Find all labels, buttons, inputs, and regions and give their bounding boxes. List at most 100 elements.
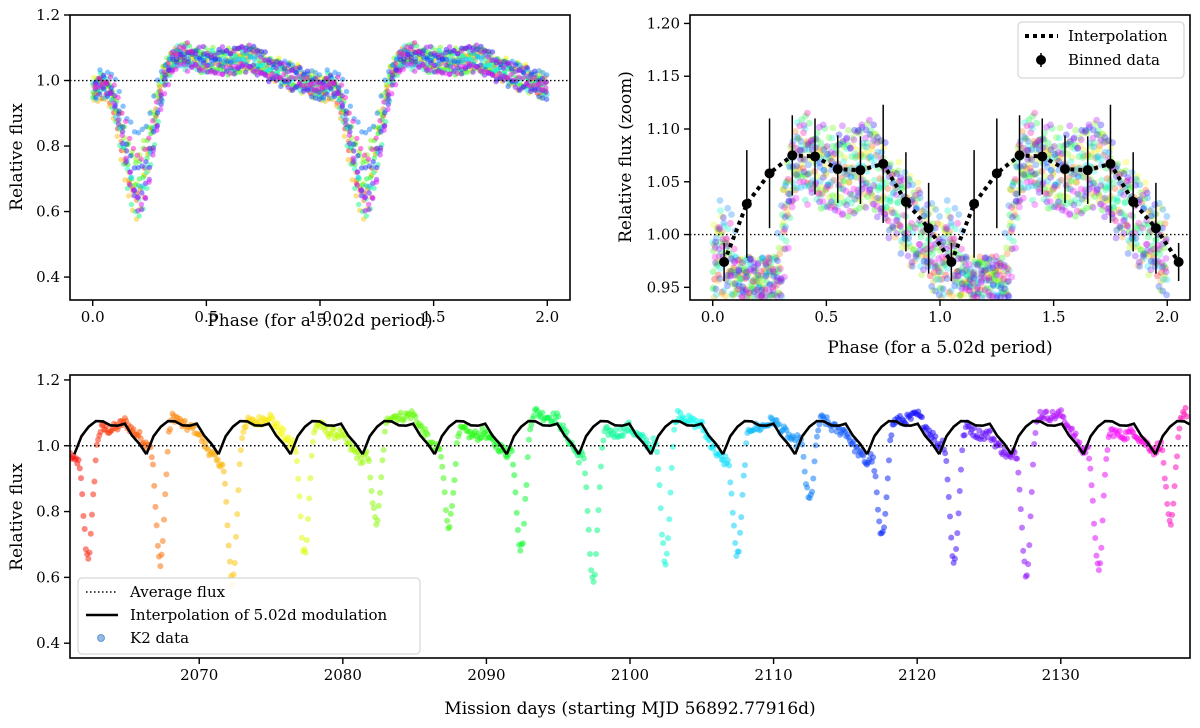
zoom-data-point (960, 278, 968, 286)
zoom-data-point (769, 268, 777, 276)
zoom-data-point (737, 259, 745, 267)
zoom-data-point (993, 294, 1001, 300)
zoom-data-point (922, 214, 930, 222)
zoom-data-point (756, 280, 764, 288)
zoom-data-point (1006, 222, 1014, 230)
zoom-data-point (993, 292, 1001, 300)
zoom-data-point (736, 275, 744, 283)
zoom-data-point (884, 216, 891, 224)
zoom-data-point (1081, 186, 1089, 194)
k2-data-point (743, 440, 750, 447)
zoom-data-point (905, 234, 912, 242)
k2-data-point (148, 454, 155, 461)
zoom-data-point (867, 126, 875, 134)
folded-data-point (363, 213, 370, 219)
k2-data-point (294, 458, 301, 465)
zoom-data-point (995, 262, 1003, 270)
folded-data-point (334, 74, 341, 80)
zoom-data-point (904, 252, 912, 260)
folded-data-point (496, 71, 503, 77)
k2-data-point (942, 450, 949, 457)
zoom-data-point (940, 262, 948, 270)
zoom-data-point (916, 241, 924, 248)
folded-data-point (138, 206, 145, 213)
k2-data-point (158, 551, 165, 558)
zoom-data-point (937, 221, 945, 229)
folded-data-point (154, 77, 161, 83)
folded-data-point (439, 52, 445, 59)
zoom-data-point (1099, 131, 1107, 138)
folded-data-point (115, 121, 122, 127)
zoom-data-point (865, 188, 873, 196)
zoom-data-point (895, 221, 903, 228)
k2-data-point (918, 414, 925, 421)
k2-data-point (76, 465, 83, 472)
zoom-data-point (777, 276, 785, 283)
panel-a-ytick-label: 1.2 (36, 6, 60, 24)
zoom-data-point (1008, 273, 1016, 281)
zoom-data-point (948, 222, 955, 230)
zoom-data-point (766, 280, 774, 288)
legend-binned-label: Binned data (1068, 51, 1160, 69)
k2-data-point (451, 477, 458, 484)
zoom-data-point (1148, 212, 1156, 220)
folded-data-point (134, 152, 141, 158)
zoom-data-point (914, 250, 922, 258)
zoom-data-point (743, 273, 751, 281)
zoom-data-point (1041, 172, 1049, 180)
k2-data-point (582, 470, 589, 477)
k2-data-point (521, 520, 528, 527)
zoom-data-point (990, 282, 997, 290)
zoom-data-point (922, 259, 930, 267)
interpolation-curve-segment (577, 419, 653, 455)
zoom-data-point (773, 292, 781, 300)
zoom-data-point (867, 153, 874, 161)
zoom-data-point (712, 238, 720, 246)
zoom-data-point (989, 261, 997, 269)
k2-data-point (1091, 520, 1098, 527)
folded-data-point (427, 43, 434, 50)
k2-data-point (733, 553, 740, 560)
folded-data-point (316, 72, 323, 78)
zoom-data-point (1149, 214, 1157, 222)
folded-data-point (200, 43, 206, 50)
zoom-data-point (709, 285, 717, 293)
zoom-data-point (873, 213, 881, 221)
zoom-data-point (749, 277, 757, 284)
zoom-data-point (764, 256, 771, 264)
k2-data-point (1172, 464, 1179, 471)
zoom-data-point (829, 142, 836, 150)
k2-data-point (274, 420, 281, 427)
zoom-data-point (734, 285, 742, 293)
zoom-data-point (1157, 204, 1165, 212)
zoom-data-point (1070, 171, 1078, 178)
zoom-data-point (1043, 163, 1051, 171)
k2-data-point (295, 475, 302, 482)
zoom-data-point (842, 135, 850, 143)
k2-data-point (239, 435, 246, 442)
folded-data-point (293, 69, 299, 76)
zoom-data-point (774, 257, 781, 265)
zoom-data-point (1001, 262, 1009, 269)
zoom-data-point (955, 267, 962, 275)
zoom-data-point (942, 223, 950, 231)
zoom-data-point (886, 194, 894, 202)
binned-data-point (1082, 165, 1093, 176)
zoom-data-point (960, 258, 968, 266)
zoom-data-point (781, 245, 789, 253)
zoom-data-point (869, 200, 877, 208)
zoom-data-point (775, 267, 783, 275)
zoom-data-point (808, 189, 816, 196)
zoom-data-point (955, 211, 963, 218)
zoom-data-point (737, 256, 744, 264)
zoom-data-point (719, 214, 727, 221)
zoom-data-point (911, 224, 919, 232)
k2-data-point (677, 409, 684, 416)
folded-data-point (504, 74, 510, 81)
zoom-data-point (782, 179, 790, 187)
folded-data-point (377, 152, 383, 158)
k2-data-point (279, 431, 286, 438)
zoom-data-point (991, 277, 999, 285)
zoom-data-point (1157, 287, 1164, 294)
zoom-data-point (841, 154, 849, 162)
